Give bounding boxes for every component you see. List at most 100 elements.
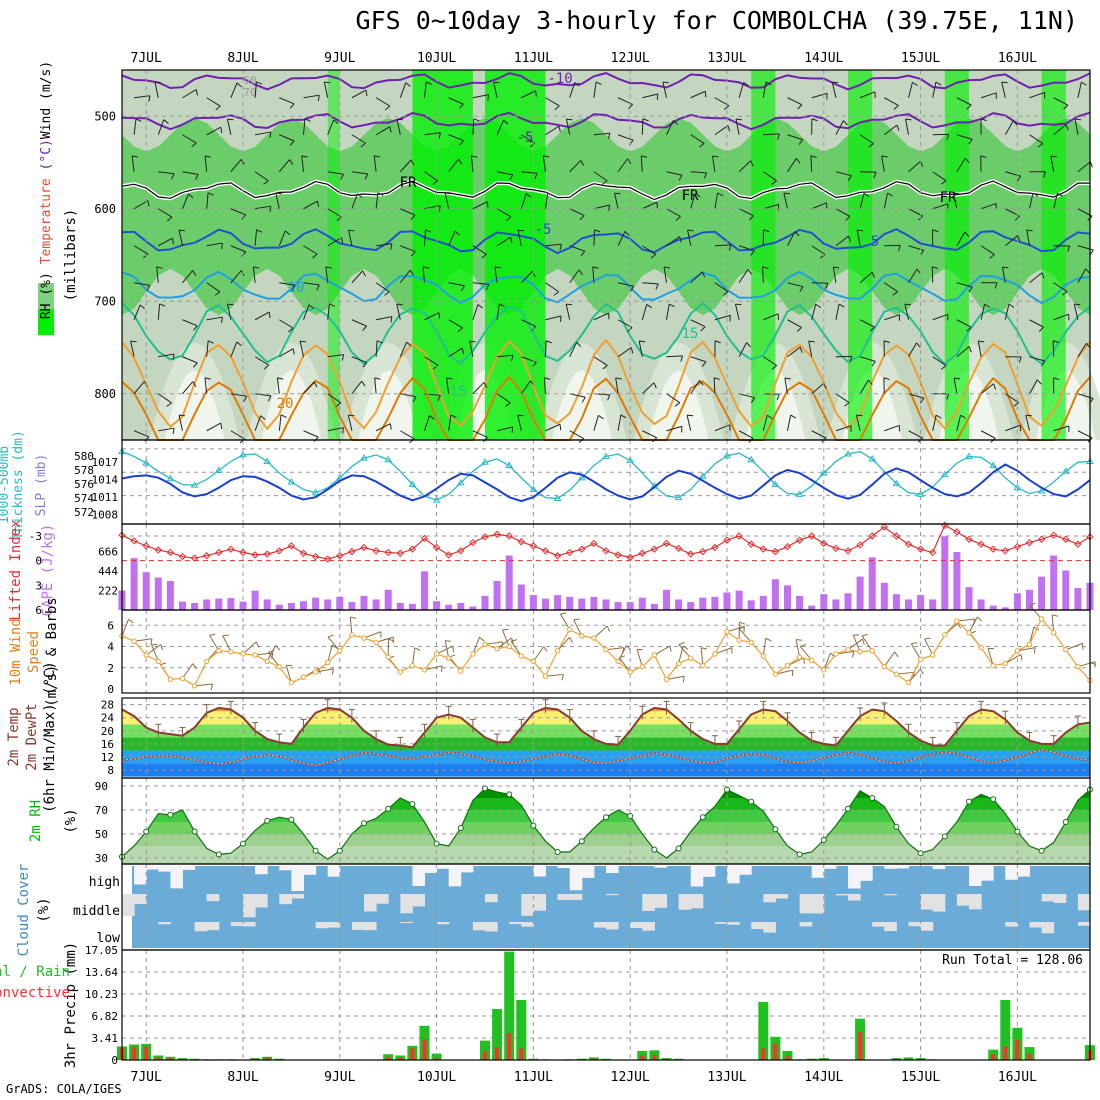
rh-point — [603, 814, 609, 821]
cloud-gap — [775, 894, 788, 899]
cape-tick: 666 — [98, 546, 118, 559]
wind-barb — [182, 270, 194, 284]
wind-barb-flag — [863, 192, 870, 197]
cloud-gap — [678, 894, 692, 910]
lifted-index-point — [941, 521, 949, 530]
wind-barb — [641, 382, 655, 395]
wind-barb — [545, 125, 560, 136]
wind-barb — [206, 340, 209, 357]
wind-barb — [1053, 425, 1070, 432]
wind-barb — [158, 353, 175, 358]
wind-barb-flag — [699, 143, 705, 148]
wind-barb-flag — [904, 303, 911, 306]
wind-barb-flag — [410, 159, 415, 166]
rh-point — [796, 851, 803, 858]
wind-barb-flag — [517, 229, 525, 232]
wind-barb — [520, 270, 533, 284]
thickness-point — [916, 490, 925, 497]
wind-barb — [1053, 124, 1067, 136]
wind-barb — [690, 171, 707, 174]
wind-barb-flag — [376, 340, 383, 344]
wind-barb-flag — [1061, 291, 1068, 296]
wind-barb-flag — [1074, 303, 1081, 306]
wind-barb — [134, 95, 151, 99]
wind-barb — [593, 81, 597, 98]
wind-barb-flag — [166, 216, 173, 222]
wind-barb — [424, 356, 439, 366]
wind-barb — [1029, 272, 1043, 284]
cloud-gap — [412, 894, 425, 907]
cloud-gap — [436, 922, 450, 925]
cloud-tick-high: high — [89, 875, 120, 890]
wind-barb — [711, 155, 716, 172]
cape-tick: 444 — [98, 565, 118, 578]
wind-barb — [615, 377, 619, 394]
cloud-gap — [860, 866, 873, 881]
wind-barb — [859, 356, 876, 362]
cape-bar — [796, 595, 804, 610]
lifted-tick: 3 — [35, 579, 42, 592]
pressure-tick: 800 — [94, 387, 116, 401]
wind-speed-point — [349, 632, 355, 638]
contour-label: FR — [400, 175, 417, 191]
wind-barb — [230, 208, 246, 216]
grads-credit: GrADS: COLA/IGES — [6, 1082, 122, 1096]
wind-barb-flag — [1026, 229, 1033, 232]
wind-barb — [158, 171, 175, 175]
wind-speed-point — [990, 662, 996, 669]
wind-tick: 6 — [107, 619, 114, 632]
wind-barb — [209, 635, 220, 652]
thickness-point — [166, 474, 175, 482]
page-title: GFS 0~10day 3-hourly for COMBOLCHA (39.7… — [355, 6, 1078, 35]
wind-barb-flag — [580, 160, 585, 166]
wind-tick: 4 — [107, 641, 114, 654]
wind-barb — [351, 134, 366, 144]
thickness-point — [287, 478, 296, 485]
wind-barb — [738, 160, 752, 173]
wind-barb — [133, 245, 149, 255]
wind-barb-flag — [440, 665, 443, 672]
wind-barb-flag — [1051, 614, 1059, 617]
temperature-contour — [121, 111, 1091, 131]
wind-barb-flag — [313, 436, 319, 442]
date-label-bottom: 8JUL — [227, 1070, 258, 1085]
wind-barb — [327, 393, 342, 404]
wind-barb — [545, 673, 564, 677]
wind-barb-flag — [703, 172, 708, 179]
wind-label2: Speed — [26, 631, 42, 673]
slp-label: SLP (mb) — [34, 454, 49, 517]
wind-barb — [496, 236, 511, 247]
wind-barb-flag — [968, 139, 973, 145]
cloud-gap — [896, 866, 909, 869]
wind-barb-flag — [511, 426, 514, 434]
cape-bar — [372, 599, 380, 610]
contour-label: 20 — [277, 396, 294, 412]
wind-barb — [375, 340, 378, 357]
cloud-gap — [472, 922, 486, 931]
wind-barb — [713, 377, 716, 394]
cloud-gap — [1053, 894, 1067, 903]
wind-barb — [484, 641, 503, 645]
wind-barb-flag — [856, 414, 863, 417]
precip-tick: 0 — [111, 1054, 118, 1067]
precip-convective-bar — [253, 1058, 258, 1060]
cape-bar — [1074, 588, 1082, 610]
wind-barb — [347, 415, 353, 431]
wind-speed-point — [530, 658, 537, 665]
lifted-index-point — [154, 546, 163, 554]
wind-barb-flag — [159, 303, 166, 307]
cloud-gap — [485, 894, 498, 903]
cape-bar — [965, 587, 973, 610]
cloud-gap — [158, 866, 171, 872]
lifted-index-point — [323, 555, 332, 563]
wind-barb — [638, 340, 643, 357]
wind-barb-flag — [172, 353, 175, 361]
wind-barb — [666, 303, 670, 320]
cloud-gap — [436, 866, 450, 869]
wind-barb-flag — [989, 254, 995, 259]
contour-label: FR — [682, 188, 699, 204]
wind-barb — [303, 200, 318, 210]
wind-barb-flag — [796, 327, 802, 332]
wind-barb — [424, 205, 441, 210]
lifted-index-point — [553, 552, 562, 560]
